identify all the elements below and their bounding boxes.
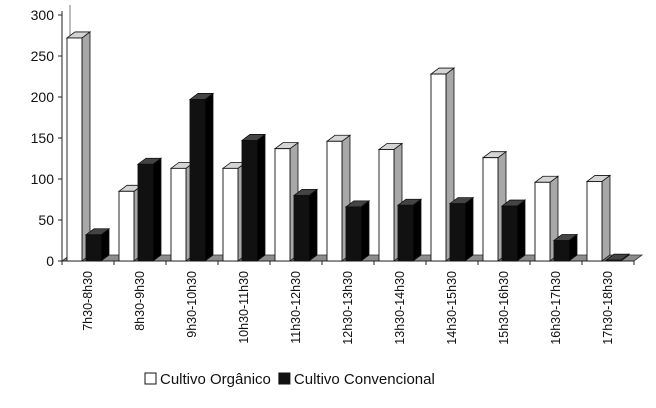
bar-front-face [397,204,414,262]
legend-label: Cultivo Orgânico [160,371,271,388]
bar-cultivo-convencional [136,157,163,262]
bar-front-face [241,140,258,262]
y-tick-label: 0 [46,253,54,269]
bar-cultivo-convencional [552,233,579,262]
x-tick-label: 11h30-12h30 [289,271,303,344]
bar-front-face [534,181,551,262]
bar-front-face [222,167,239,262]
x-tick-label: 14h30-15h30 [445,271,459,345]
x-tick-label: 9h30-10h30 [185,271,199,338]
bar-cultivo-convencional [344,200,371,262]
bar-cultivo-convencional [500,199,527,262]
bar-side-face [516,199,526,262]
bar-side-face [601,174,611,262]
bar-cultivo-convencional [396,198,423,262]
legend-swatch [278,372,291,385]
bar-cultivo-organico [585,174,612,262]
bars [65,31,631,262]
y-tick-label: 250 [31,48,55,64]
x-tick-label: 12h30-13h30 [341,271,355,345]
tick-labels: 0 50 100 150 200 250 300 7h30-8h30 8h30-9h30 9h30… [31,7,615,345]
y-tick-label: 300 [31,7,55,23]
bar-cultivo-convencional [240,133,267,262]
x-tick-label: 7h30-8h30 [81,271,95,331]
y-tick-label: 100 [31,171,55,187]
y-tick-label: 200 [31,89,55,105]
bar-side-face [81,31,91,262]
bar-side-face [464,196,474,262]
bar-front-face [66,37,83,262]
y-tick-label: 50 [38,212,54,228]
bar-front-face [605,259,622,262]
bar-front-face [189,99,206,262]
bar-front-face [118,190,135,262]
bar-front-face [482,157,499,262]
legend-swatch [144,372,157,385]
legend-item: Cultivo Orgânico [144,371,271,388]
bar-cultivo-convencional [292,188,319,262]
bar-cultivo-convencional [188,92,215,262]
bar-front-face [345,206,362,262]
bar-front-face [449,203,466,262]
legend-label: Cultivo Convencional [294,371,435,388]
bar-front-face [430,73,447,262]
bar-front-face [586,181,603,262]
x-tick-label: 13h30-14h30 [393,271,407,345]
bar-cultivo-organico [65,31,92,262]
x-tick-label: 16h30-17h30 [549,271,563,345]
bar-front-face [501,205,518,262]
bar-front-face [85,234,102,262]
bar-side-face [308,188,318,262]
bar-front-face [553,240,570,262]
legend: Cultivo Orgânico Cultivo Convencional [144,371,435,388]
bar-side-face [412,198,422,262]
x-tick-label: 15h30-16h30 [497,271,511,345]
bar-cultivo-convencional [448,196,475,262]
x-tick-label: 8h30-9h30 [133,271,147,331]
x-tick-label: 10h30-11h30 [237,271,251,344]
y-tick-label: 150 [31,130,55,146]
bar-side-face [256,133,266,262]
legend-item: Cultivo Convencional [278,371,435,388]
bar-front-face [326,140,343,262]
bar-cultivo-convencional [84,227,111,262]
bar-front-face [170,167,187,262]
bar-side-face [152,157,162,262]
bar-front-face [274,148,291,262]
x-tick-label: 17h30-18h30 [601,271,615,345]
bar-side-face [360,200,370,262]
bar-front-face [293,194,310,262]
bar-front-face [378,149,395,262]
bar-front-face [137,163,154,262]
bar-side-face [204,92,214,262]
bar-cultivo-convencional [604,253,631,262]
